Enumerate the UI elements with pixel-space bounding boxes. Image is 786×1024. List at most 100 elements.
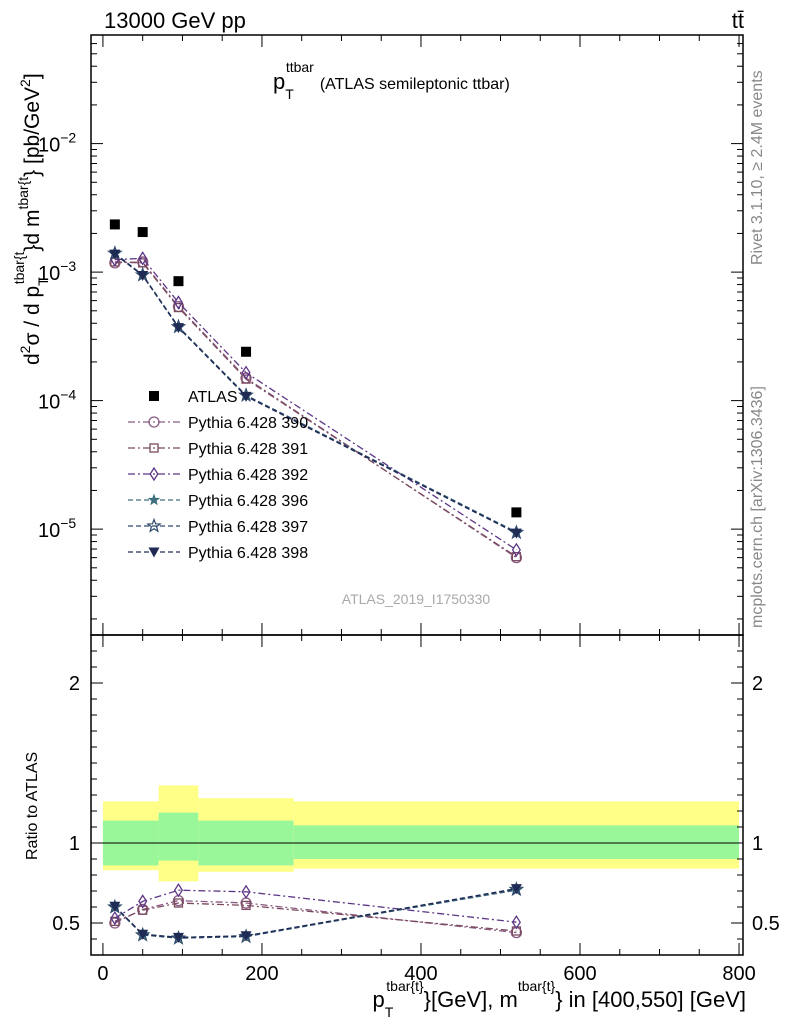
legend-item-5: Pythia 6.428 397 bbox=[128, 517, 308, 536]
ylabel-sub1: T bbox=[35, 277, 51, 286]
legend-item-6: Pythia 6.428 398 bbox=[128, 545, 308, 562]
ratio-point-1-3 bbox=[241, 900, 251, 911]
legend-item-1: Pythia 6.428 390 bbox=[128, 415, 308, 432]
ratio-y-tick-label-1: 1 bbox=[69, 833, 80, 855]
main-y-tick-label-1: 10−4 bbox=[38, 387, 76, 414]
ratio-y-axis-label: Ratio to ATLAS bbox=[24, 752, 41, 860]
ratio-y-tick-label-right-0: 0.5 bbox=[752, 913, 780, 935]
tick-base: 10 bbox=[38, 520, 60, 542]
ratio-point-2-0 bbox=[110, 910, 120, 926]
ratio-point-5-2 bbox=[172, 932, 184, 943]
ylabel-mid2: }d m bbox=[21, 210, 44, 252]
legend-item-2: Pythia 6.428 391 bbox=[128, 441, 308, 458]
x-tick-label-3: 600 bbox=[563, 963, 596, 985]
legend-label-3: Pythia 6.428 392 bbox=[188, 467, 308, 484]
main-series-4 bbox=[108, 246, 523, 538]
title-sup: ttbar bbox=[286, 59, 314, 75]
main-point-0-1 bbox=[137, 227, 148, 238]
ratio-point-5-1 bbox=[137, 929, 149, 940]
main-series-5 bbox=[107, 245, 525, 540]
main-point-0-4 bbox=[511, 507, 522, 518]
main-y-axis-label: d2σ / d pTtbar{t}d mtbar{t} [pb/GeV2] bbox=[11, 73, 51, 365]
ratio-point-2-3 bbox=[241, 884, 251, 900]
main-series-line-6 bbox=[114, 253, 517, 534]
main-point-6-3 bbox=[240, 391, 252, 402]
ylabel-sup2: tbar{t bbox=[15, 177, 31, 210]
xlabel-sup2: tbar{t} bbox=[518, 978, 556, 994]
legend-label-5: Pythia 6.428 397 bbox=[188, 519, 308, 536]
ylabel-mid3: } [pb/GeV bbox=[21, 87, 44, 177]
main-point-6-2 bbox=[172, 323, 184, 334]
legend-marker-3 bbox=[149, 466, 159, 482]
ylabel-sq1: 2 bbox=[17, 345, 33, 353]
legend-marker-6 bbox=[148, 547, 160, 558]
legend-marker-4 bbox=[147, 493, 161, 506]
legend: ATLAS Pythia 6.428 390 Pythia 6.428 391 Pyt… bbox=[128, 389, 308, 562]
ratio-point-1-2 bbox=[173, 898, 184, 908]
analysis-watermark: ATLAS_2019_I1750330 bbox=[342, 591, 491, 607]
main-point-6-4 bbox=[510, 528, 522, 539]
legend-item-0: ATLAS bbox=[149, 389, 238, 406]
legend-item-3: Pythia 6.428 392 bbox=[128, 466, 308, 484]
main-series-line-4 bbox=[114, 252, 517, 533]
ratio-point-2-1 bbox=[138, 894, 148, 909]
legend-marker-1 bbox=[148, 416, 160, 428]
legend-label-6: Pythia 6.428 398 bbox=[188, 545, 308, 562]
main-series-6 bbox=[109, 249, 522, 539]
ylabel-end: ] bbox=[21, 73, 44, 79]
main-point-0-3 bbox=[241, 346, 252, 357]
main-point-2-3 bbox=[241, 374, 251, 384]
x-axis-label: pTtbar{t}}[GeV], mtbar{t}} in [400,550] … bbox=[372, 978, 746, 1020]
mcplots-label: mcplots.cern.ch [arXiv:1306.3436] bbox=[749, 386, 766, 628]
legend-marker-2 bbox=[149, 443, 159, 453]
main-series-0 bbox=[109, 219, 522, 518]
main-series-3 bbox=[110, 251, 521, 558]
legend-item-4: Pythia 6.428 396 bbox=[128, 493, 308, 510]
tick-base: 10 bbox=[38, 135, 60, 157]
main-point-0-0 bbox=[109, 219, 120, 230]
xlabel-mid: }[GeV], m bbox=[424, 987, 518, 1012]
xlabel-base: p bbox=[372, 987, 384, 1012]
main-y-tick-label-0: 10−5 bbox=[38, 515, 76, 542]
ylabel-sq2: 2 bbox=[17, 79, 33, 87]
ratio-series-line-5 bbox=[114, 887, 517, 939]
ratio-y-tick-label-0: 0.5 bbox=[52, 913, 80, 935]
ratio-point-2-2 bbox=[173, 882, 184, 898]
main-plot-panel: 10−510−410−310−2 pTttbar(ATLAS semilepto… bbox=[11, 34, 744, 636]
x-tick-label-2: 400 bbox=[404, 963, 437, 985]
xlabel-sup1: tbar{t} bbox=[386, 978, 424, 994]
main-series-line-5 bbox=[114, 252, 517, 534]
main-point-6-0 bbox=[109, 249, 121, 260]
ratio-frame bbox=[90, 634, 744, 956]
legend-marker-0 bbox=[149, 391, 159, 401]
x-tick-label-4: 800 bbox=[722, 963, 755, 985]
tick-base: 10 bbox=[38, 392, 60, 414]
header-right: tt̄ bbox=[732, 8, 744, 33]
ratio-point-2-4 bbox=[511, 914, 521, 930]
ratio-axis-ticks: 0.5 0.5 1 1 2 2 0 200 400 600 800 bbox=[52, 635, 780, 985]
ratio-series-5 bbox=[109, 884, 522, 943]
ratio-band-inner-3 bbox=[293, 825, 740, 859]
ratio-y-tick-label-right-1: 1 bbox=[752, 833, 763, 855]
legend-label-1: Pythia 6.428 390 bbox=[188, 415, 308, 432]
ratio-y-tick-label-2: 2 bbox=[69, 673, 80, 695]
ratio-point-5-3 bbox=[240, 931, 252, 942]
legend-marker-5 bbox=[146, 517, 162, 533]
ratio-series-2 bbox=[110, 882, 521, 930]
main-point-3-1 bbox=[138, 251, 148, 266]
ratio-plot-panel: 0.5 0.5 1 1 2 2 0 200 400 600 800 Ratio to ATLAS p… bbox=[24, 634, 780, 1020]
main-series-2 bbox=[110, 257, 522, 562]
main-point-6-1 bbox=[137, 271, 149, 282]
tick-exp: −2 bbox=[60, 130, 76, 146]
tick-exp: −4 bbox=[60, 387, 76, 403]
main-y-tick-label-2: 10−3 bbox=[38, 258, 76, 285]
ratio-bands bbox=[102, 785, 740, 882]
ratio-series-1 bbox=[110, 898, 522, 936]
xlabel-end: } in [400,550] [GeV] bbox=[555, 987, 746, 1012]
ratio-point-5-4 bbox=[510, 884, 522, 895]
main-series-group bbox=[107, 219, 525, 564]
title-base: p bbox=[273, 69, 285, 94]
title-rest: (ATLAS semileptonic ttbar) bbox=[320, 76, 510, 93]
ratio-band-inner-1 bbox=[158, 812, 199, 861]
